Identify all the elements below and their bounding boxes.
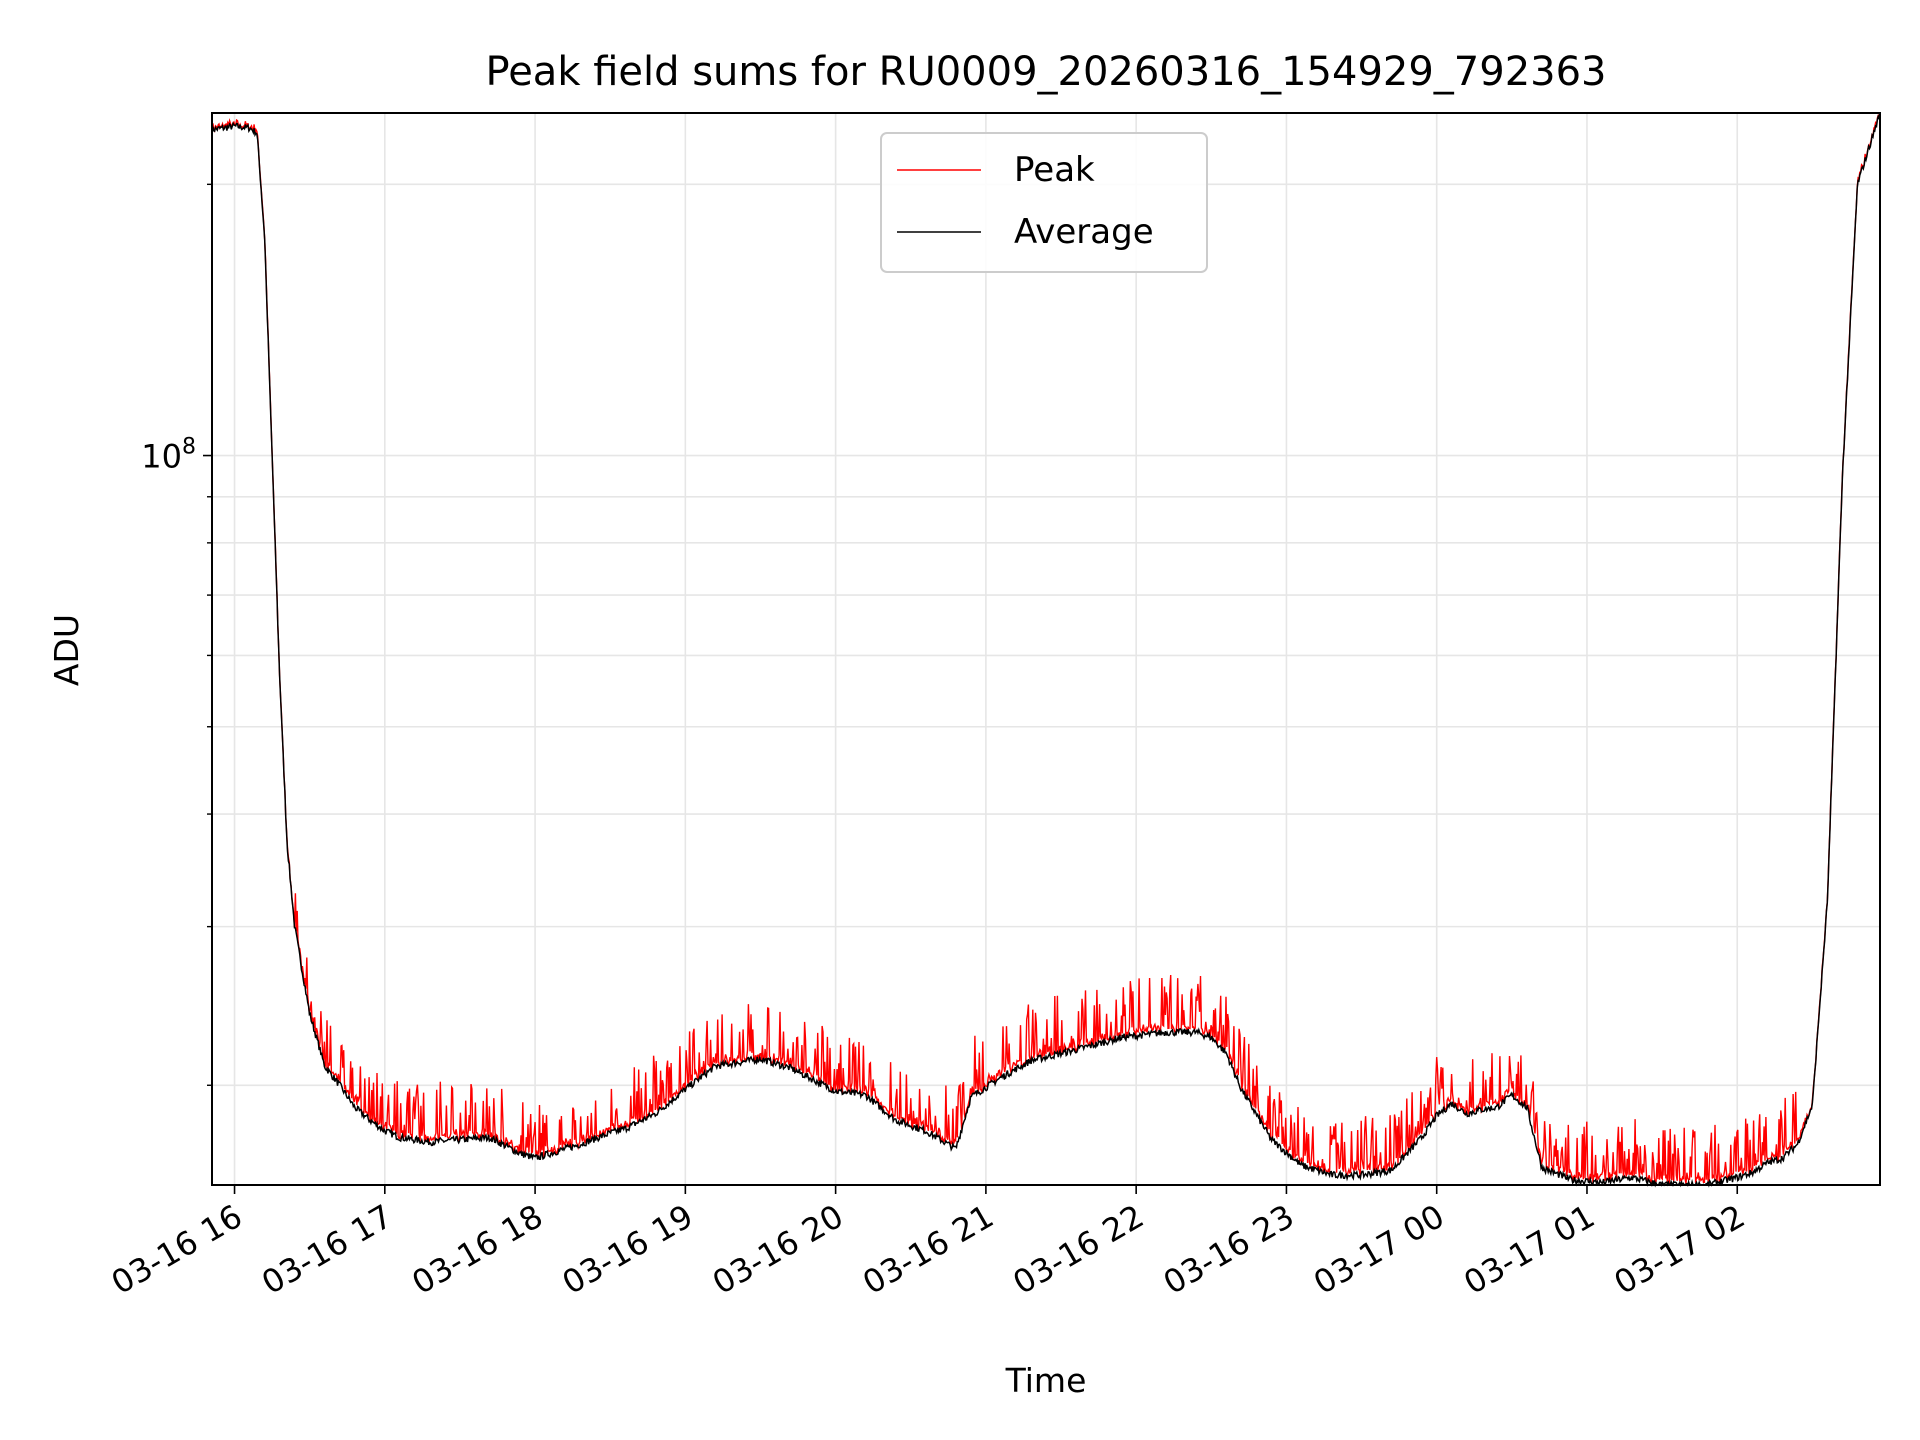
legend-average-label: Average [1014, 212, 1154, 252]
peak-series-line [211, 113, 1881, 1185]
legend-box [880, 132, 1208, 273]
average-series-line [211, 113, 1881, 1188]
chart-title: Peak field sums for RU0009_20260316_1549… [486, 49, 1607, 95]
plot-frame [211, 112, 1881, 1186]
plot-series [211, 113, 1881, 1188]
x-axis-label: Time [1005, 1361, 1087, 1400]
y-axis: 108 [141, 183, 212, 1086]
y-axis-label: ADU [47, 614, 86, 686]
y-tick-label: 108 [141, 435, 196, 476]
legend-peak-label: Peak [1014, 150, 1095, 190]
legend: Peak Average [880, 132, 1208, 273]
gridlines [212, 113, 1880, 1185]
